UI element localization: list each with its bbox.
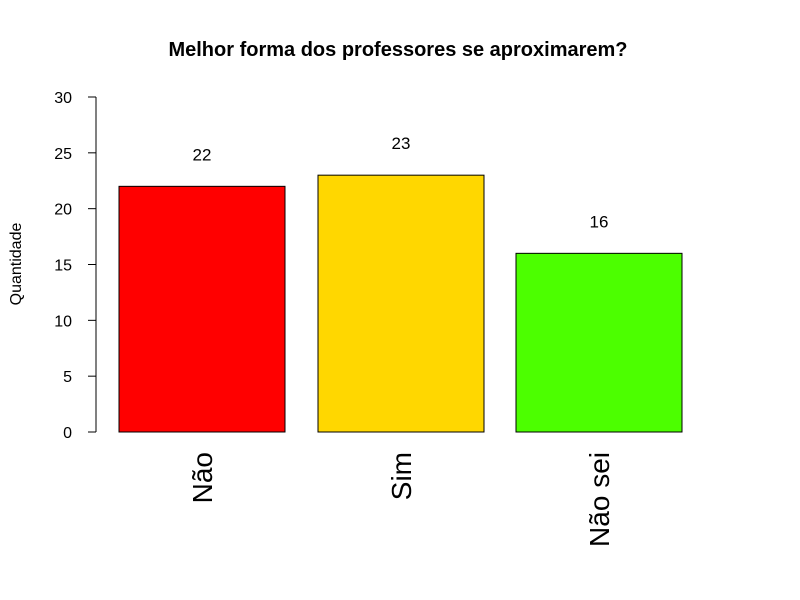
y-axis-label: Quantidade [8, 223, 25, 306]
category-label-2: Sim [386, 452, 417, 500]
category-labels: Não Sim Não sei [187, 452, 615, 547]
y-tick-label: 25 [54, 146, 72, 163]
data-label-3: 16 [590, 212, 609, 231]
data-label-1: 22 [193, 145, 212, 164]
y-tick-label: 10 [54, 313, 72, 330]
y-tick-label: 5 [63, 369, 72, 386]
y-tick-label: 0 [63, 425, 72, 442]
data-label-2: 23 [392, 134, 411, 153]
chart-title: Melhor forma dos professores se aproxima… [168, 39, 627, 61]
y-tick-label: 20 [54, 202, 72, 219]
bar-1 [118, 185, 286, 433]
category-label-1: Não [187, 452, 218, 503]
y-axis: 0 5 10 15 20 25 30 [54, 90, 97, 442]
bar-3 [515, 252, 683, 433]
category-label-3: Não sei [584, 452, 615, 547]
data-labels: 22 23 16 [193, 134, 609, 231]
bars [118, 174, 683, 433]
y-tick-label: 30 [54, 90, 72, 107]
bar-2 [317, 174, 485, 433]
y-tick-label: 15 [54, 258, 72, 275]
